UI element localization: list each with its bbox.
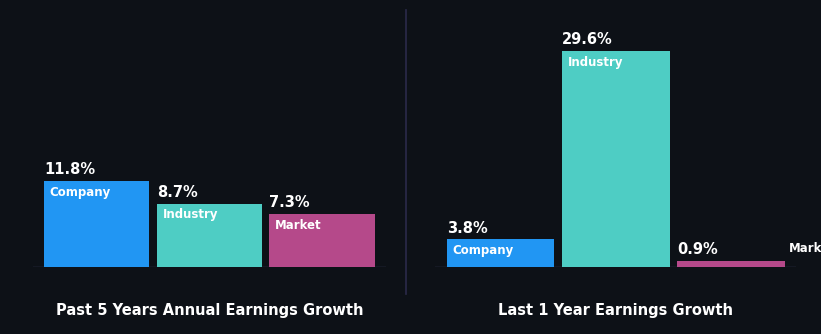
Text: 8.7%: 8.7%: [157, 185, 198, 200]
Text: Past 5 Years Annual Earnings Growth: Past 5 Years Annual Earnings Growth: [56, 303, 363, 318]
Bar: [677, 261, 785, 267]
Bar: [44, 181, 149, 267]
Text: Market: Market: [275, 218, 322, 231]
Text: Company: Company: [50, 186, 111, 199]
Text: 29.6%: 29.6%: [562, 32, 612, 47]
Text: 0.9%: 0.9%: [677, 242, 718, 257]
Text: 11.8%: 11.8%: [44, 162, 95, 177]
Text: Industry: Industry: [567, 56, 623, 68]
Bar: [269, 214, 374, 267]
Bar: [447, 239, 554, 267]
Bar: [562, 51, 670, 267]
Text: Industry: Industry: [163, 208, 218, 221]
Text: Company: Company: [452, 244, 514, 257]
Bar: [157, 204, 262, 267]
Text: Market: Market: [789, 242, 821, 255]
Text: 3.8%: 3.8%: [447, 221, 488, 236]
Text: 7.3%: 7.3%: [269, 195, 310, 210]
Text: Last 1 Year Earnings Growth: Last 1 Year Earnings Growth: [498, 303, 733, 318]
